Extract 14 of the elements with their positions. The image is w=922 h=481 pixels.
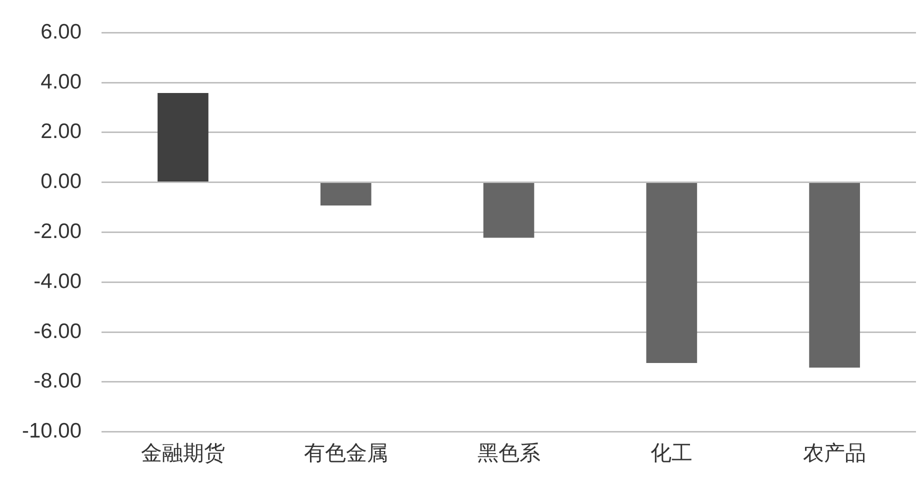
y-tick-label: -2.00: [34, 220, 82, 243]
x-tick-label: 有色金属: [304, 440, 388, 465]
x-tick-label: 黑色系: [477, 440, 540, 465]
y-tick-label: 2.00: [40, 120, 82, 144]
x-tick-label: 金融期货: [140, 440, 225, 465]
y-tick-label: 0.00: [40, 170, 82, 194]
y-tick-label: 6.00: [40, 20, 82, 44]
y-tick-label: -10.00: [22, 420, 82, 443]
y-tick-label: -8.00: [34, 370, 82, 393]
x-tick-label: 农产品: [803, 440, 866, 465]
y-tick-label: -4.00: [34, 270, 82, 293]
y-tick-label: 4.00: [40, 70, 82, 94]
x-tick-label: 化工: [650, 440, 693, 465]
y-tick-label: -6.00: [34, 320, 82, 343]
